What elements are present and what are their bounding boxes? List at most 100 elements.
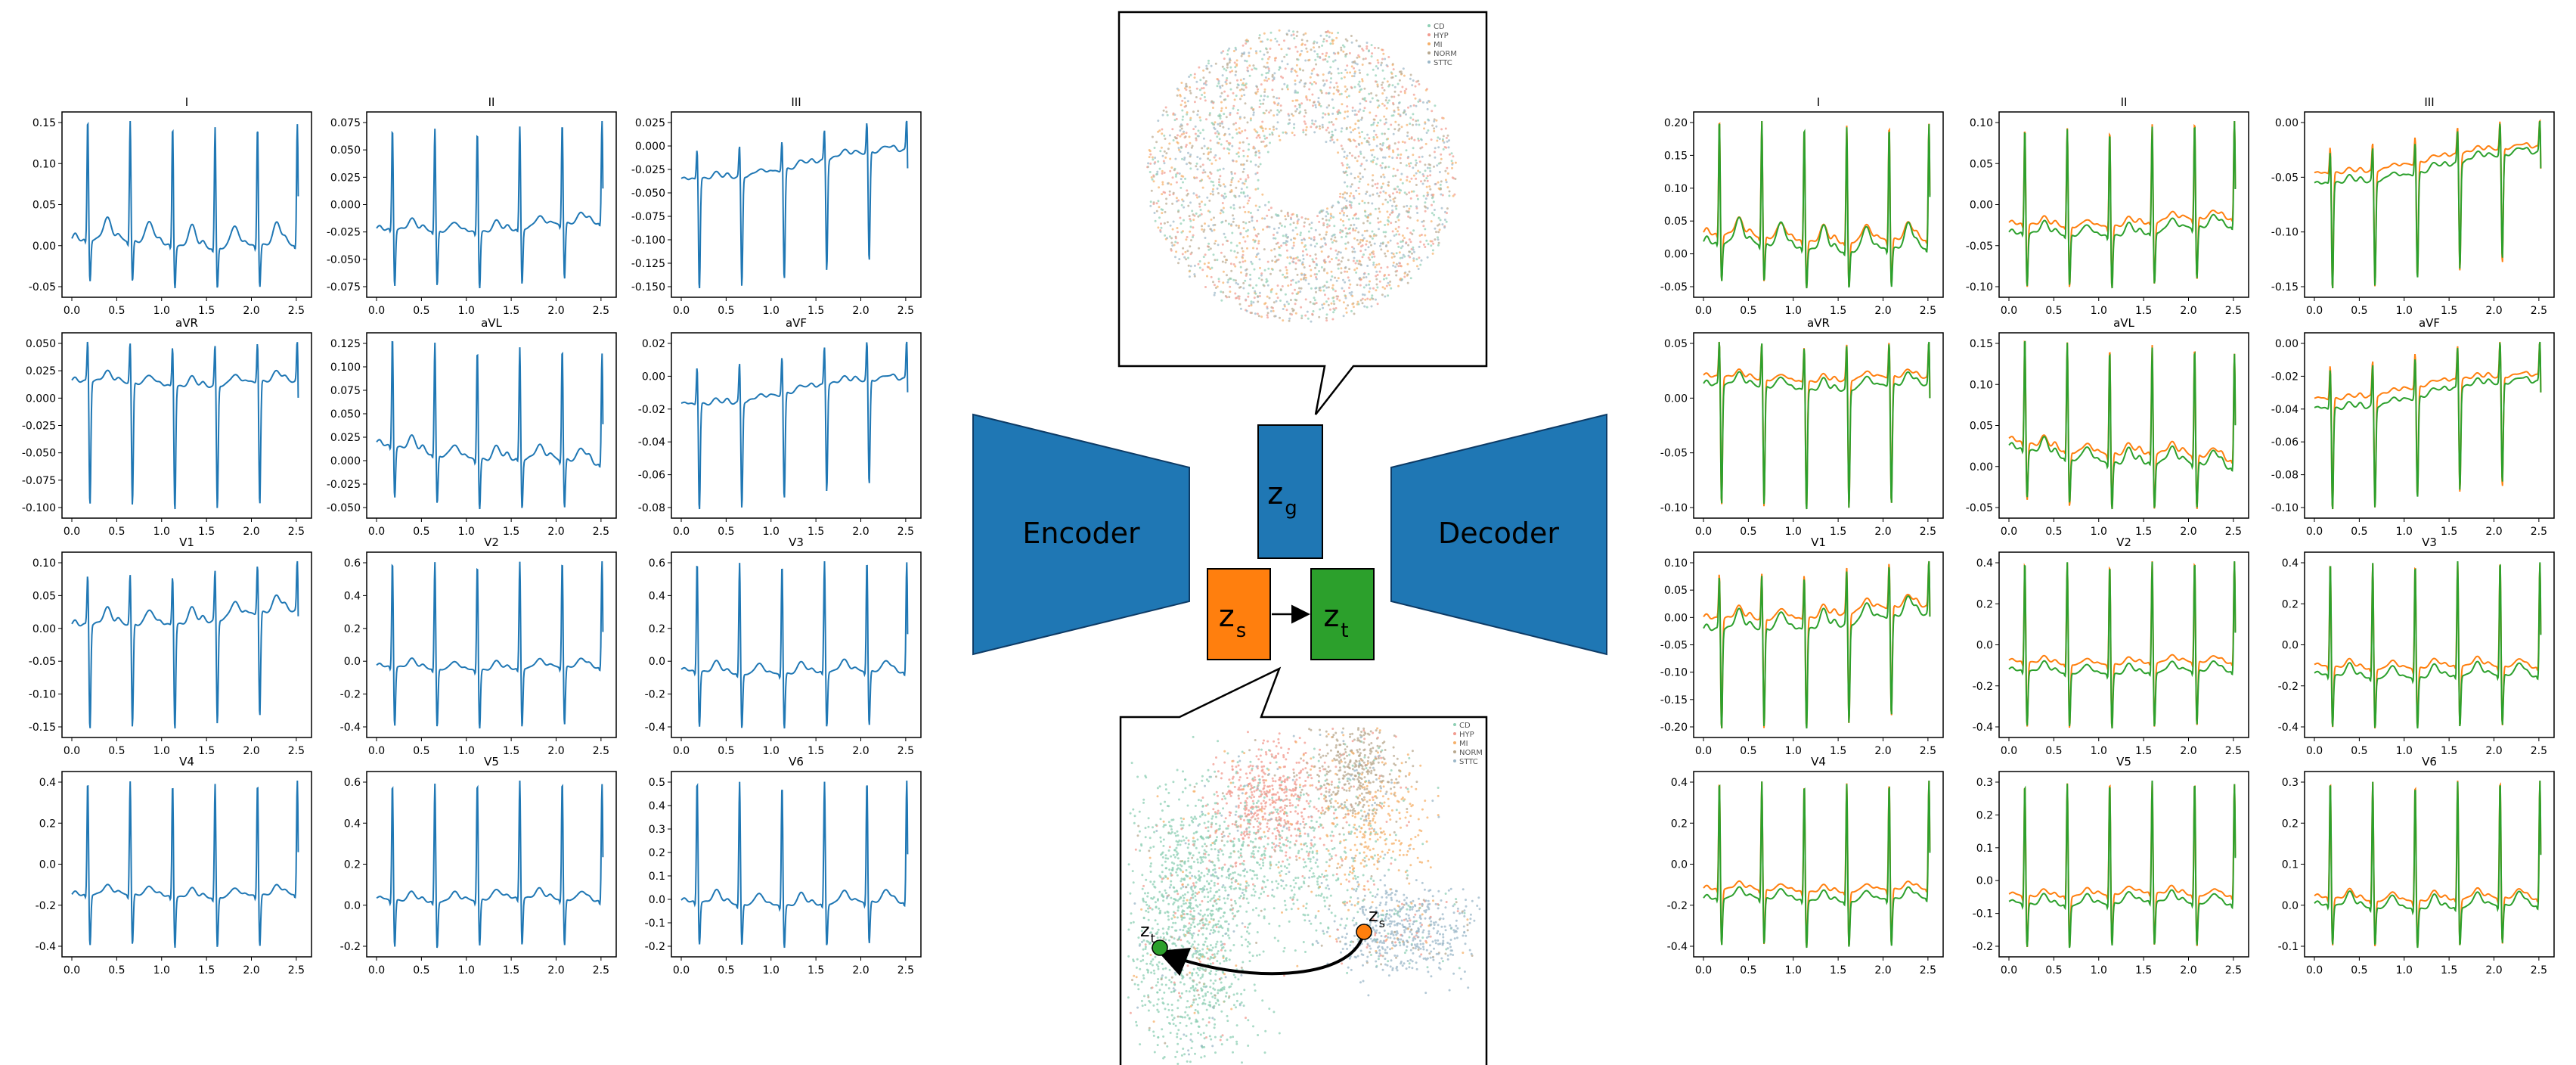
- scatter-point: [1418, 234, 1421, 237]
- scatter-point: [1301, 768, 1304, 771]
- scatter-point: [1322, 38, 1325, 41]
- scatter-point: [1212, 188, 1214, 191]
- scatter-point: [1251, 955, 1254, 958]
- scatter-point: [1369, 849, 1372, 852]
- scatter-point: [1215, 815, 1217, 818]
- scatter-point: [1217, 280, 1220, 283]
- scatter-point: [1207, 826, 1210, 829]
- scatter-point: [1288, 29, 1291, 33]
- scatter-point: [1227, 785, 1230, 788]
- scatter-point: [1285, 758, 1288, 761]
- scatter-point: [1235, 281, 1238, 284]
- scatter-point: [1172, 220, 1175, 223]
- scatter-point: [1372, 287, 1375, 290]
- scatter-point: [1269, 206, 1273, 210]
- ecg-x-tick-label: 2.5: [2225, 526, 2242, 538]
- scatter-point: [1238, 1004, 1242, 1007]
- scatter-point: [1132, 960, 1135, 963]
- scatter-point: [1167, 926, 1170, 928]
- zt-label: zt: [1323, 599, 1348, 642]
- scatter-point: [1302, 759, 1305, 762]
- ecg-y-tick-label: 0.15: [33, 117, 56, 129]
- scatter-point: [1273, 301, 1276, 304]
- scatter-point: [1272, 309, 1275, 312]
- scatter-point: [1168, 142, 1171, 145]
- scatter-point: [1154, 955, 1157, 958]
- scatter-point: [1247, 148, 1250, 151]
- scatter-point: [1211, 842, 1214, 845]
- scatter-point: [1162, 1035, 1165, 1038]
- scatter-point: [1302, 793, 1305, 796]
- scatter-point: [1367, 256, 1370, 259]
- scatter-point: [1220, 924, 1222, 927]
- scatter-point: [1285, 309, 1288, 312]
- scatter-point: [1273, 247, 1276, 250]
- scatter-point: [1232, 973, 1235, 977]
- scatter-point: [1192, 236, 1194, 238]
- scatter-point: [1201, 812, 1204, 815]
- scatter-point: [1169, 1023, 1171, 1025]
- scatter-point: [1299, 53, 1302, 55]
- scatter-point: [1391, 64, 1394, 67]
- scatter-point: [1396, 82, 1400, 85]
- input-ecg-trace: [71, 560, 299, 729]
- scatter-point: [1376, 99, 1379, 102]
- scatter-point: [1233, 172, 1236, 175]
- scatter-point: [1238, 759, 1242, 762]
- scatter-point: [1203, 885, 1206, 888]
- scatter-point: [1369, 280, 1371, 283]
- scatter-point: [1387, 166, 1390, 169]
- scatter-point: [1353, 176, 1356, 179]
- scatter-point: [1409, 815, 1412, 818]
- scatter-point: [1266, 306, 1269, 309]
- scatter-point: [1277, 102, 1280, 105]
- scatter-point: [1445, 220, 1448, 223]
- scatter-point: [1249, 764, 1252, 767]
- scatter-point: [1299, 290, 1302, 293]
- scatter-point: [1372, 138, 1375, 141]
- scatter-point: [1389, 239, 1392, 242]
- scatter-point: [1376, 83, 1379, 86]
- scatter-point: [1174, 952, 1177, 955]
- scatter-point: [1415, 104, 1418, 107]
- scatter-point: [1313, 42, 1315, 45]
- scatter-point: [1223, 113, 1226, 116]
- scatter-point: [1336, 110, 1339, 113]
- scatter-point: [1191, 874, 1194, 877]
- scatter-point: [1218, 895, 1221, 898]
- scatter-point: [1417, 818, 1420, 821]
- ecg-x-tick-label: 0.0: [673, 745, 690, 757]
- scatter-point: [1190, 885, 1193, 888]
- scatter-point: [1232, 92, 1235, 95]
- scatter-point: [1175, 850, 1178, 853]
- scatter-point: [1148, 1026, 1151, 1029]
- ecg-y-tick-label: 0.15: [1970, 338, 1993, 350]
- scatter-point: [1219, 916, 1222, 919]
- scatter-point: [1159, 840, 1162, 843]
- ecg-panel-title: I: [185, 95, 188, 109]
- scatter-point: [1221, 798, 1224, 801]
- scatter-point: [1316, 215, 1319, 218]
- scatter-point: [1399, 265, 1402, 267]
- ecg-x-tick-label: 1.0: [763, 745, 780, 757]
- scatter-point: [1196, 861, 1199, 864]
- scatter-point: [1254, 204, 1257, 207]
- scatter-point: [1437, 146, 1440, 149]
- scatter-point: [1175, 846, 1178, 849]
- scatter-point: [1190, 945, 1193, 948]
- scatter-point: [1310, 72, 1313, 75]
- scatter-point: [1189, 871, 1192, 874]
- scatter-point: [1166, 895, 1169, 898]
- scatter-point: [1337, 862, 1340, 865]
- scatter-point: [1368, 92, 1371, 95]
- scatter-point: [1218, 113, 1221, 116]
- scatter-point: [1279, 316, 1281, 319]
- scatter-point: [1424, 210, 1427, 213]
- scatter-point: [1199, 967, 1201, 970]
- scatter-point: [1237, 794, 1240, 797]
- scatter-point: [1221, 65, 1224, 68]
- scatter-point: [1294, 69, 1297, 72]
- scatter-point: [1127, 863, 1130, 866]
- scatter-point: [1192, 998, 1195, 1001]
